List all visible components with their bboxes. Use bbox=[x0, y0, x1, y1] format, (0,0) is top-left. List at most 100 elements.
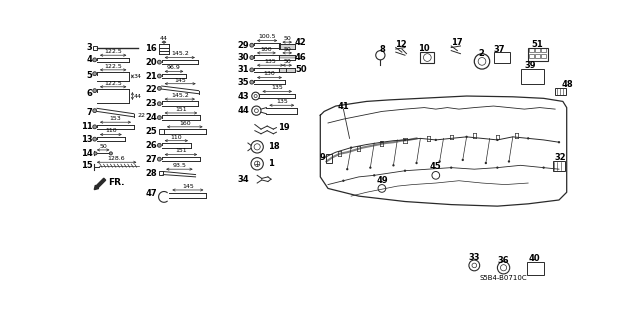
Circle shape bbox=[415, 162, 418, 164]
Text: 96.9: 96.9 bbox=[167, 65, 181, 70]
Bar bbox=[493, 52, 511, 63]
Text: 40: 40 bbox=[529, 254, 540, 263]
Bar bbox=[553, 161, 565, 171]
Text: 51: 51 bbox=[532, 40, 543, 49]
Text: 35: 35 bbox=[238, 78, 250, 87]
Text: 151: 151 bbox=[175, 107, 187, 112]
Circle shape bbox=[93, 125, 97, 129]
Circle shape bbox=[484, 162, 487, 164]
Circle shape bbox=[323, 157, 325, 159]
Circle shape bbox=[369, 167, 371, 169]
Bar bbox=[541, 48, 546, 52]
Circle shape bbox=[342, 180, 344, 182]
Circle shape bbox=[527, 137, 529, 139]
Text: 122.5: 122.5 bbox=[104, 64, 122, 69]
Circle shape bbox=[93, 72, 97, 76]
Text: 4: 4 bbox=[86, 55, 92, 64]
Circle shape bbox=[543, 167, 545, 169]
Text: 130: 130 bbox=[264, 71, 275, 76]
Text: 34: 34 bbox=[238, 175, 250, 184]
Bar bbox=[528, 48, 548, 61]
Circle shape bbox=[93, 58, 97, 62]
Text: 32: 32 bbox=[555, 153, 566, 162]
Text: 20: 20 bbox=[145, 58, 157, 67]
Text: FR.: FR. bbox=[108, 178, 124, 187]
Circle shape bbox=[392, 164, 395, 167]
Circle shape bbox=[381, 141, 383, 143]
Circle shape bbox=[508, 160, 510, 163]
Text: 34: 34 bbox=[134, 74, 142, 79]
Bar bbox=[159, 172, 163, 175]
Text: 42: 42 bbox=[295, 38, 307, 47]
Text: 23: 23 bbox=[145, 99, 157, 108]
Text: 3: 3 bbox=[86, 43, 92, 52]
Text: 44: 44 bbox=[237, 106, 250, 115]
Text: 122.5: 122.5 bbox=[104, 81, 122, 85]
Circle shape bbox=[157, 102, 161, 106]
Circle shape bbox=[157, 86, 161, 90]
Bar bbox=[420, 52, 435, 63]
Bar bbox=[159, 129, 164, 134]
Text: 151: 151 bbox=[175, 148, 187, 153]
Circle shape bbox=[404, 139, 406, 141]
Circle shape bbox=[157, 60, 161, 64]
Text: 44: 44 bbox=[134, 93, 142, 99]
Text: 135: 135 bbox=[271, 85, 283, 90]
Circle shape bbox=[94, 152, 97, 155]
Circle shape bbox=[157, 116, 161, 120]
Text: 12: 12 bbox=[396, 40, 407, 49]
Text: 6: 6 bbox=[86, 89, 92, 98]
Circle shape bbox=[558, 141, 560, 143]
Text: 26: 26 bbox=[145, 141, 157, 150]
Circle shape bbox=[496, 167, 499, 169]
Text: 50: 50 bbox=[284, 36, 291, 41]
Circle shape bbox=[404, 170, 406, 172]
Text: 128.6: 128.6 bbox=[108, 156, 125, 161]
Text: 145: 145 bbox=[174, 78, 186, 83]
Text: 135: 135 bbox=[264, 59, 276, 64]
Text: 110: 110 bbox=[105, 128, 116, 133]
Text: 30: 30 bbox=[238, 53, 250, 62]
Text: 27: 27 bbox=[145, 155, 157, 164]
Text: 13: 13 bbox=[81, 135, 92, 144]
Text: 11: 11 bbox=[81, 122, 92, 131]
Text: S5B4-B0710C: S5B4-B0710C bbox=[480, 275, 527, 281]
Text: 93.5: 93.5 bbox=[172, 163, 186, 168]
Text: 31: 31 bbox=[238, 65, 250, 74]
Text: 44: 44 bbox=[160, 36, 168, 41]
Text: 22: 22 bbox=[145, 85, 157, 94]
Circle shape bbox=[465, 136, 468, 138]
Text: 49: 49 bbox=[376, 176, 388, 185]
Circle shape bbox=[350, 146, 352, 149]
Circle shape bbox=[438, 160, 441, 163]
Text: 50: 50 bbox=[284, 59, 291, 64]
Text: 45: 45 bbox=[430, 162, 442, 171]
Text: 17: 17 bbox=[451, 38, 463, 48]
Text: 5: 5 bbox=[86, 71, 92, 80]
Circle shape bbox=[250, 68, 253, 72]
Text: 47: 47 bbox=[145, 189, 157, 198]
Text: 110: 110 bbox=[170, 135, 182, 139]
FancyArrow shape bbox=[94, 178, 106, 189]
Text: 15: 15 bbox=[81, 161, 92, 170]
Text: 50: 50 bbox=[295, 65, 307, 74]
Text: 7: 7 bbox=[86, 108, 92, 117]
Text: 153: 153 bbox=[109, 116, 122, 121]
Circle shape bbox=[93, 109, 97, 113]
Text: 33: 33 bbox=[468, 253, 480, 262]
Text: 1: 1 bbox=[268, 159, 274, 168]
Bar bbox=[535, 48, 540, 52]
Text: 21: 21 bbox=[145, 71, 157, 80]
Bar bbox=[529, 48, 534, 52]
Circle shape bbox=[250, 56, 253, 59]
Text: 145.2: 145.2 bbox=[171, 51, 189, 56]
Text: 122.5: 122.5 bbox=[104, 49, 122, 54]
Circle shape bbox=[250, 80, 253, 84]
Text: 18: 18 bbox=[268, 142, 280, 151]
Text: 29: 29 bbox=[238, 41, 250, 50]
Text: 16: 16 bbox=[145, 44, 157, 53]
Circle shape bbox=[450, 167, 452, 169]
Text: 135: 135 bbox=[276, 99, 287, 104]
Text: 50: 50 bbox=[99, 144, 107, 149]
Circle shape bbox=[250, 43, 253, 47]
